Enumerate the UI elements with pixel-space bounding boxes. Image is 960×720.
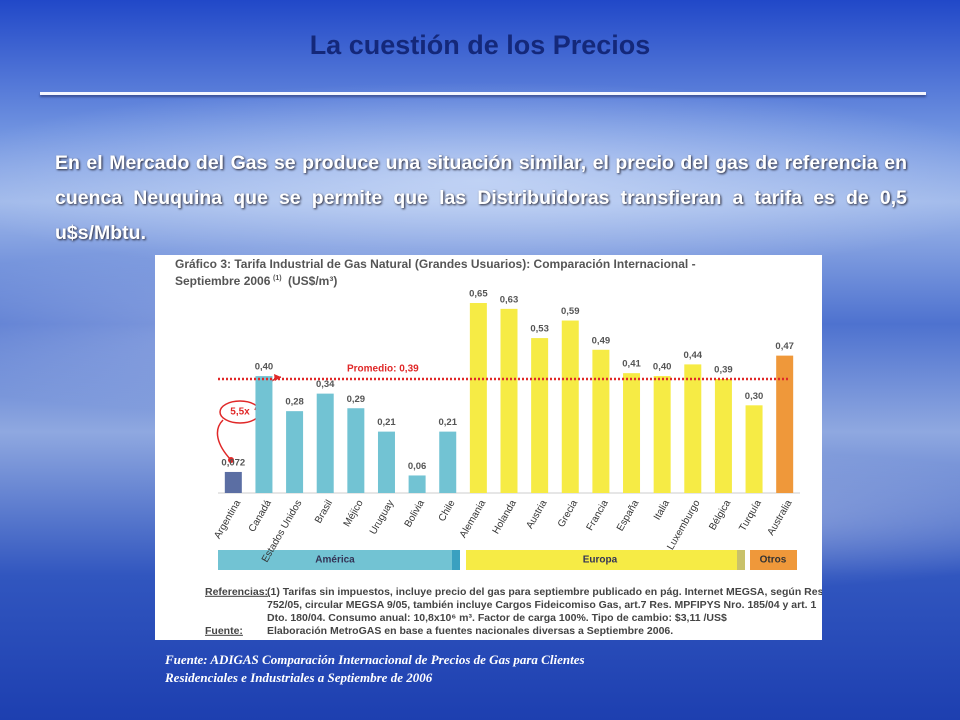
bar <box>776 355 794 493</box>
group-band <box>466 550 745 570</box>
x-tick-label: Bélgica <box>707 498 733 532</box>
bar <box>255 376 273 493</box>
value-label: 0,44 <box>684 350 703 361</box>
bar <box>653 376 671 493</box>
x-tick-label: Argentina <box>212 498 243 541</box>
bar <box>623 373 641 493</box>
chart-title-line2: Septiembre 2006 <box>175 274 271 288</box>
bar <box>224 471 242 493</box>
x-tick-label: Luxemburgo <box>665 498 703 552</box>
value-label: 0,49 <box>592 335 611 346</box>
chart: Gráfico 3: Tarifa Industrial de Gas Natu… <box>155 255 822 640</box>
group-band-end <box>452 550 460 570</box>
slide-title: La cuestión de los Precios <box>309 30 651 60</box>
value-label: 0,40 <box>255 362 274 373</box>
bar <box>377 431 395 493</box>
group-label: Otros <box>760 555 787 566</box>
bar <box>316 393 334 493</box>
group-band <box>750 550 797 570</box>
x-tick-label: Austria <box>524 498 549 531</box>
x-tick-label: Brasil <box>313 498 335 525</box>
x-tick-label: Holanda <box>491 498 519 536</box>
bar <box>439 431 457 493</box>
references-line: (1) Tarifas sin impuestos, incluye preci… <box>267 586 822 598</box>
footer-line: Fuente: ADIGAS Comparación Internacional… <box>165 652 585 667</box>
value-label: 0,63 <box>500 294 519 305</box>
value-label: 0,21 <box>377 417 396 428</box>
x-tick-label: Méjico <box>342 498 366 529</box>
value-label: 0,28 <box>285 397 304 408</box>
chart-unit: (US$/m³) <box>288 274 337 288</box>
title-note: (1) <box>273 275 282 282</box>
x-tick-label: Canadá <box>247 498 274 534</box>
value-label: 0,39 <box>714 365 733 376</box>
source-label: Fuente: <box>205 625 243 637</box>
x-tick-label: Chile <box>437 498 458 524</box>
bar <box>745 405 763 493</box>
bar <box>408 475 426 493</box>
x-tick-label: Turquía <box>737 498 764 533</box>
body-text: En el Mercado del Gas se produce una sit… <box>55 152 907 244</box>
bar <box>500 308 518 493</box>
value-label: 0,65 <box>469 289 488 300</box>
bar <box>714 379 732 493</box>
x-tick-label: Australia <box>766 498 795 538</box>
bar <box>469 303 487 493</box>
x-tick-label: Italia <box>652 498 672 522</box>
references-line: 752/05, circular MEGSA 9/05, también inc… <box>267 599 816 611</box>
value-label: 0,30 <box>745 391 764 402</box>
bar <box>286 411 304 493</box>
references-label: Referencias: <box>205 586 268 598</box>
x-tick-label: Alemania <box>458 498 489 540</box>
title-rule <box>40 92 926 95</box>
group-label: América <box>315 555 355 566</box>
annotation: 5,5x <box>230 407 250 418</box>
bar <box>347 408 365 493</box>
bar <box>561 320 579 493</box>
group-label: Europa <box>583 555 618 566</box>
source-text: Elaboración MetroGAS en base a fuentes n… <box>267 625 673 637</box>
footer-line: Residenciales e Industriales a Septiembr… <box>165 670 433 685</box>
references-line: Dto. 180/04. Consumo anual: 10,8x10⁶ m³.… <box>267 612 727 624</box>
value-label: 0,40 <box>653 362 672 373</box>
value-label: 0,47 <box>775 341 794 352</box>
value-label: 0,53 <box>530 324 549 335</box>
value-label: 0,41 <box>622 359 641 370</box>
value-label: 0,34 <box>316 379 335 390</box>
bar <box>531 338 549 493</box>
bar <box>592 349 610 493</box>
group-band <box>218 550 460 570</box>
x-tick-label: España <box>615 498 642 533</box>
value-label: 0,06 <box>408 461 427 472</box>
bar <box>684 364 702 493</box>
x-tick-label: Bolivia <box>403 498 427 529</box>
value-label: 0,59 <box>561 306 580 317</box>
x-tick-label: Francia <box>585 498 611 533</box>
average-label: Promedio: 0,39 <box>347 364 419 375</box>
value-label: 0,29 <box>347 394 366 405</box>
arrow-dot <box>228 457 234 463</box>
x-tick-label: Grecia <box>556 498 580 529</box>
group-band-end <box>737 550 745 570</box>
value-label: 0,072 <box>221 457 245 468</box>
x-tick-label: Uruguay <box>368 498 396 536</box>
chart-title: Gráfico 3: Tarifa Industrial de Gas Natu… <box>175 257 696 271</box>
value-label: 0,21 <box>438 417 457 428</box>
